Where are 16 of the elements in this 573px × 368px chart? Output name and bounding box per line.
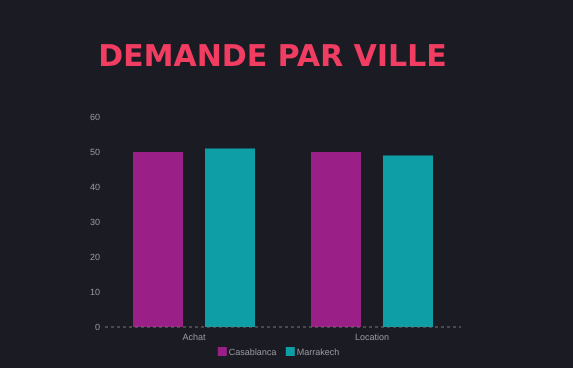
- y-tick-label: 10: [90, 287, 100, 298]
- y-tick-label: 40: [90, 182, 100, 192]
- bar: [311, 152, 361, 327]
- y-tick-label: 60: [90, 112, 100, 122]
- y-tick-label: 0: [94, 322, 100, 332]
- legend-label: Casablanca: [228, 347, 276, 357]
- x-tick-label: Location: [354, 332, 390, 342]
- bar: [205, 148, 255, 327]
- bar: [133, 152, 183, 327]
- x-tick-label: Achat: [182, 332, 206, 342]
- y-tick-label: 50: [90, 147, 100, 158]
- y-tick-label: 20: [90, 252, 100, 262]
- y-tick-label: 30: [90, 217, 100, 228]
- legend-label: Marrakech: [296, 347, 340, 357]
- bar: [383, 156, 433, 327]
- chart-title: DEMANDE PAR VILLE: [98, 39, 447, 74]
